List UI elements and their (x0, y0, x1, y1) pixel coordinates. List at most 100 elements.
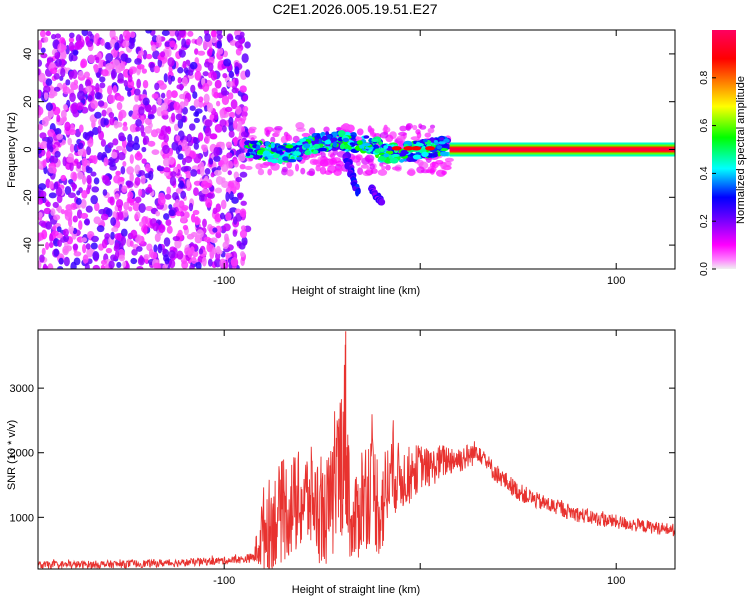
heatmap-band-cell (282, 156, 289, 161)
heatmap-band-cell (285, 147, 293, 153)
heatmap-noise-cell (100, 139, 107, 147)
heatmap-noise-cell (80, 60, 86, 69)
heatmap-noise-cell (228, 116, 234, 126)
heatmap-noise-cell (215, 245, 221, 255)
heatmap-noise-cell (232, 120, 238, 130)
heatmap-noise-cell (239, 208, 247, 218)
heatmap-noise-cell (174, 199, 180, 207)
heatmap-noise-cell (114, 41, 120, 51)
x-tick-label: 100 (607, 275, 625, 287)
y-tick-label: 20 (22, 96, 34, 108)
heatmap-noise-cell (213, 111, 219, 121)
heatmap-noise-cell (129, 172, 134, 183)
heatmap-noise-cell (143, 254, 151, 260)
heatmap-noise-cell (190, 84, 196, 94)
heatmap-noise-cell (176, 250, 184, 260)
heatmap-noise-cell (202, 71, 209, 77)
heatmap-noise-cell (130, 229, 138, 239)
heatmap-band-halo (319, 166, 327, 175)
heatmap-noise-cell (122, 261, 127, 268)
heatmap-noise-cell (141, 146, 147, 153)
heatmap-noise-cell (183, 98, 189, 107)
heatmap-band-halo (255, 163, 264, 170)
heatmap-noise-cell (244, 41, 251, 49)
heatmap-noise-cell (45, 78, 53, 86)
heatmap-noise-cell (47, 129, 55, 137)
heatmap-noise-cell (108, 161, 116, 167)
heatmap-noise-cell (72, 243, 79, 251)
heatmap-noise-cell (57, 205, 63, 214)
heatmap-noise-cell (160, 51, 166, 58)
heatmap-noise-cell (167, 57, 175, 67)
heatmap-noise-cell (170, 90, 178, 98)
heatmap-noise-cell (173, 101, 181, 111)
heatmap-band-cell (332, 133, 338, 137)
heatmap-band-halo (391, 166, 402, 171)
heatmap-noise-cell (185, 170, 191, 180)
heatmap-noise-cell (62, 156, 67, 167)
heatmap-noise-cell (112, 59, 121, 70)
heatmap-noise-cell (166, 186, 172, 195)
heatmap-noise-cell (68, 37, 75, 43)
heatmap-noise-cell (220, 141, 225, 151)
heatmap-band-cell (413, 140, 418, 145)
heatmap-noise-cell (207, 192, 215, 199)
heatmap-noise-cell (204, 135, 210, 145)
heatmap-noise-cell (114, 193, 120, 200)
heatmap-noise-cell (60, 67, 66, 78)
heatmap-band-cell (332, 141, 338, 148)
heatmap-noise-cell (126, 181, 134, 188)
heatmap-band-halo (357, 167, 364, 175)
heatmap-noise-cell (38, 123, 43, 131)
heatmap-noise-cell (168, 259, 176, 269)
heatmap-band-cell (299, 138, 307, 142)
heatmap-band-cell (439, 137, 444, 141)
heatmap-band-halo (381, 165, 386, 171)
heatmap-noise-cell (220, 199, 227, 210)
heatmap-noise-cell (112, 85, 118, 94)
heatmap-noise-cell (82, 243, 87, 254)
heatmap-band-halo (308, 127, 316, 135)
heatmap-band-halo (379, 132, 389, 139)
heatmap-noise-cell (239, 163, 246, 170)
heatmap-noise-cell (48, 165, 57, 174)
colorbar: 0.0 0.2 0.4 0.6 0.8 Normalized spectral ampl… (699, 30, 747, 276)
heatmap-noise-cell (45, 242, 50, 250)
heatmap-noise-cell (212, 246, 217, 255)
heatmap-noise-cell (239, 85, 247, 93)
heatmap-noise-cell (53, 86, 61, 92)
heatmap-noise-cell (200, 166, 205, 177)
heatmap-noise-cell (85, 205, 93, 213)
heatmap-noise-cell (56, 226, 62, 233)
heatmap-noise-cell (129, 154, 134, 164)
heatmap-band-cell (256, 144, 261, 151)
heatmap-noise-cell (86, 131, 95, 137)
heatmap-noise-cell (242, 115, 247, 122)
heatmap-noise-cell (67, 137, 73, 146)
heatmap-noise-cell (78, 124, 84, 133)
heatmap-noise-cell (68, 128, 77, 136)
heatmap-noise-cell (207, 258, 213, 267)
heatmap-noise-cell (95, 56, 100, 64)
heatmap-noise-cell (144, 163, 151, 172)
heatmap-noise-cell (140, 124, 145, 134)
heatmap-noise-cell (134, 196, 142, 203)
heatmap-noise-cell (195, 261, 202, 269)
heatmap-noise-cell (200, 180, 209, 189)
heatmap-band-halo (377, 169, 388, 176)
heatmap-noise-cell (38, 260, 42, 269)
heatmap-noise-cell (181, 38, 187, 48)
heatmap-noise-cell (127, 90, 132, 97)
heatmap-noise-cell (52, 90, 58, 97)
heatmap-noise-cell (128, 206, 133, 212)
heatmap-noise-cell (179, 93, 186, 100)
heatmap-band-cell (380, 147, 385, 153)
heatmap-noise-cell (102, 175, 110, 185)
heatmap-noise-cell (202, 82, 210, 92)
heatmap-band-halo (327, 165, 337, 174)
heatmap-band-cell (385, 150, 394, 155)
heatmap-noise-cell (172, 235, 181, 242)
heatmap-noise-cell (82, 254, 89, 265)
heatmap-noise-cell (176, 84, 185, 90)
